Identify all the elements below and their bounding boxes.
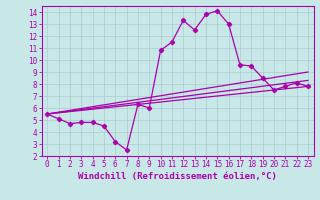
X-axis label: Windchill (Refroidissement éolien,°C): Windchill (Refroidissement éolien,°C) xyxy=(78,172,277,181)
